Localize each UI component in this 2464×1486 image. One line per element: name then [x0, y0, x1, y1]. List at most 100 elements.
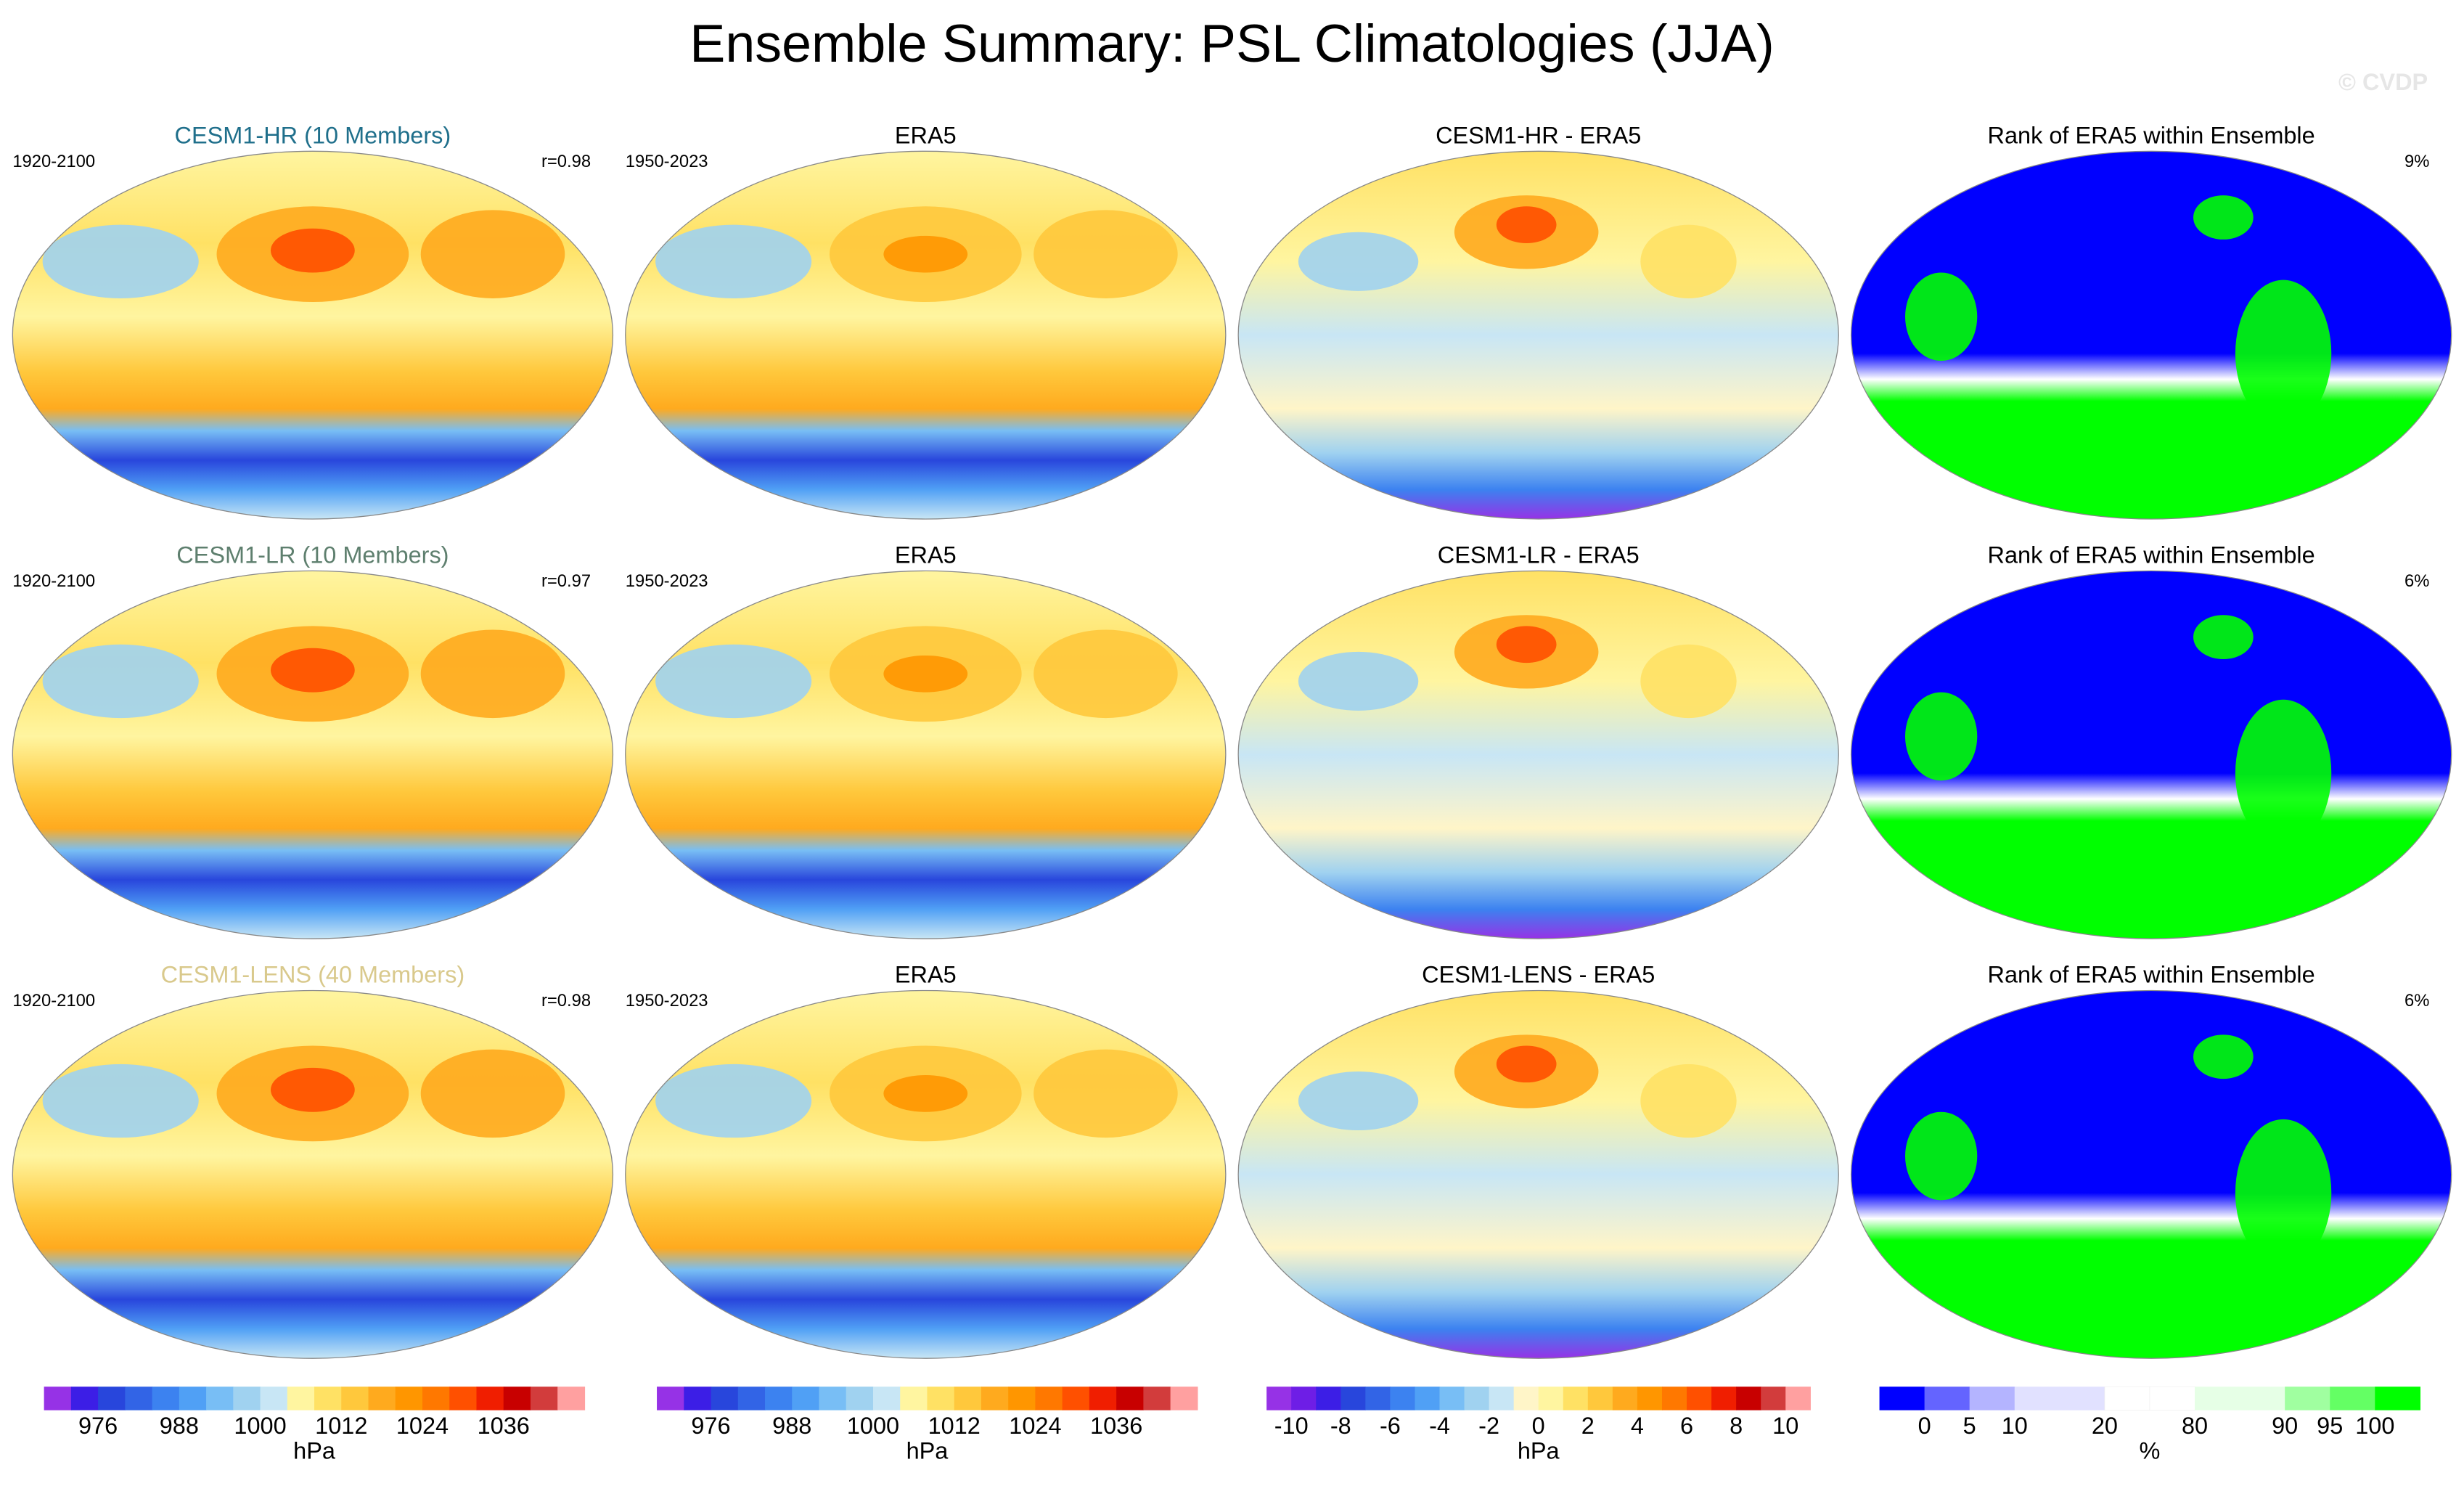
map-feature: [420, 210, 565, 298]
colorbar-box: [179, 1387, 207, 1411]
colorbar-tick-label: 976: [691, 1413, 730, 1439]
colorbar-box: [1415, 1387, 1441, 1411]
colorbar-box: [1170, 1387, 1198, 1411]
map-outline: [1237, 150, 1839, 520]
colorbar-box: [1785, 1387, 1811, 1411]
colorbar-box: [2240, 1387, 2285, 1411]
colorbar-box: [1924, 1387, 1970, 1411]
panel-title: CESM1-HR - ERA5: [1436, 122, 1641, 148]
colorbar-unit: %: [2140, 1438, 2161, 1464]
map-feature: [1034, 629, 1178, 719]
colorbar-box: [819, 1387, 847, 1411]
map-feature: [42, 224, 199, 298]
colorbar-box: [792, 1387, 820, 1411]
colorbar-tick-label: 8: [1730, 1413, 1743, 1439]
map-feature: [42, 1064, 199, 1138]
colorbar-box: [1513, 1387, 1539, 1411]
colorbar-box: [368, 1387, 396, 1411]
colorbar-box: [341, 1387, 369, 1411]
map-feature: [883, 1075, 968, 1112]
colorbar-box: [2330, 1387, 2375, 1411]
panel-title: CESM1-HR (10 Members): [175, 122, 451, 148]
map-feature: [1298, 1071, 1419, 1131]
colorbar-tick-label: 1012: [315, 1413, 367, 1439]
panel-title: Rank of ERA5 within Ensemble: [1988, 542, 2315, 568]
colorbar-box: [1879, 1387, 1925, 1411]
map-feature: [2193, 195, 2254, 240]
map-feature: [2193, 1034, 2254, 1079]
colorbar-box: [2195, 1387, 2240, 1411]
colorbar-tick-label: 20: [2092, 1413, 2118, 1439]
map-feature: [1640, 1064, 1737, 1138]
map-outline: [12, 989, 614, 1359]
colorbar-box: [1008, 1387, 1036, 1411]
panel-title: ERA5: [895, 962, 957, 988]
colorbar-box: [954, 1387, 982, 1411]
colorbar-box: [1538, 1387, 1564, 1411]
map-outline: [1850, 150, 2452, 520]
map-outline: [12, 570, 614, 939]
map-feature: [420, 629, 565, 719]
colorbar-box: [98, 1387, 126, 1411]
colorbar-box: [1365, 1387, 1391, 1411]
map-feature: [883, 235, 968, 273]
panel-right-label: 9%: [2404, 152, 2429, 171]
colorbar-box: [981, 1387, 1009, 1411]
map: [1238, 571, 1839, 939]
colorbar-box: [1316, 1387, 1341, 1411]
map: [1851, 571, 2452, 939]
map-feature: [270, 648, 355, 693]
panel-title: CESM1-LENS (40 Members): [161, 962, 465, 988]
colorbar-tick-label: 1024: [396, 1413, 449, 1439]
colorbar-box: [314, 1387, 342, 1411]
colorbar-box: [1587, 1387, 1613, 1411]
map-outline: [625, 570, 1227, 939]
colorbar-tick-label: 5: [1963, 1413, 1976, 1439]
map-feature: [2235, 279, 2332, 428]
panel-left-label: 1920-2100: [12, 991, 95, 1011]
colorbar-box: [557, 1387, 586, 1411]
colorbar-box: [684, 1387, 712, 1411]
colorbar-tick-label: 4: [1631, 1413, 1644, 1439]
map: [12, 571, 613, 939]
colorbar-tick-label: 100: [2355, 1413, 2394, 1439]
colorbar-box: [927, 1387, 955, 1411]
colorbar-box: [1736, 1387, 1761, 1411]
colorbar-box: [2014, 1387, 2060, 1411]
colorbar-box: [44, 1387, 72, 1411]
colorbar-box: [530, 1387, 558, 1411]
panel-right-label: r=0.98: [541, 991, 591, 1011]
colorbar-box: [1266, 1387, 1292, 1411]
map-feature: [2193, 615, 2254, 660]
colorbar-box: [2149, 1386, 2196, 1411]
colorbar-box: [1661, 1387, 1687, 1411]
colorbar-tick-label: -4: [1429, 1413, 1450, 1439]
colorbar-tick-label: -2: [1478, 1413, 1499, 1439]
colorbar-box: [1761, 1387, 1786, 1411]
colorbar-box: [1637, 1387, 1663, 1411]
colorbar-tick-label: 10: [2002, 1413, 2028, 1439]
panel-right-label: 6%: [2404, 571, 2429, 591]
colorbar-box: [1969, 1387, 2015, 1411]
colorbar-box: [503, 1387, 531, 1411]
colorbar-box: [1390, 1387, 1416, 1411]
map-outline: [1850, 570, 2452, 939]
colorbar-box: [125, 1387, 153, 1411]
map-feature: [1298, 651, 1419, 711]
colorbar-tick-label: 1036: [1090, 1413, 1142, 1439]
panel-left-label: 1950-2023: [626, 991, 708, 1011]
panel-left-label: 1950-2023: [626, 571, 708, 591]
map-feature: [2235, 699, 2332, 847]
colorbar-box: [152, 1387, 180, 1411]
panel-title: ERA5: [895, 122, 957, 148]
map-feature: [1905, 1111, 1978, 1201]
colorbar-box: [70, 1387, 99, 1411]
map-outline: [12, 150, 614, 520]
colorbar-box: [2375, 1387, 2421, 1411]
map-feature: [1034, 210, 1178, 298]
figure-title: Ensemble Summary: PSL Climatologies (JJA…: [689, 13, 1774, 73]
colorbar-tick-label: 90: [2272, 1413, 2298, 1439]
watermark: © CVDP: [2338, 69, 2428, 95]
colorbar-box: [900, 1387, 928, 1411]
map-outline: [625, 989, 1227, 1359]
